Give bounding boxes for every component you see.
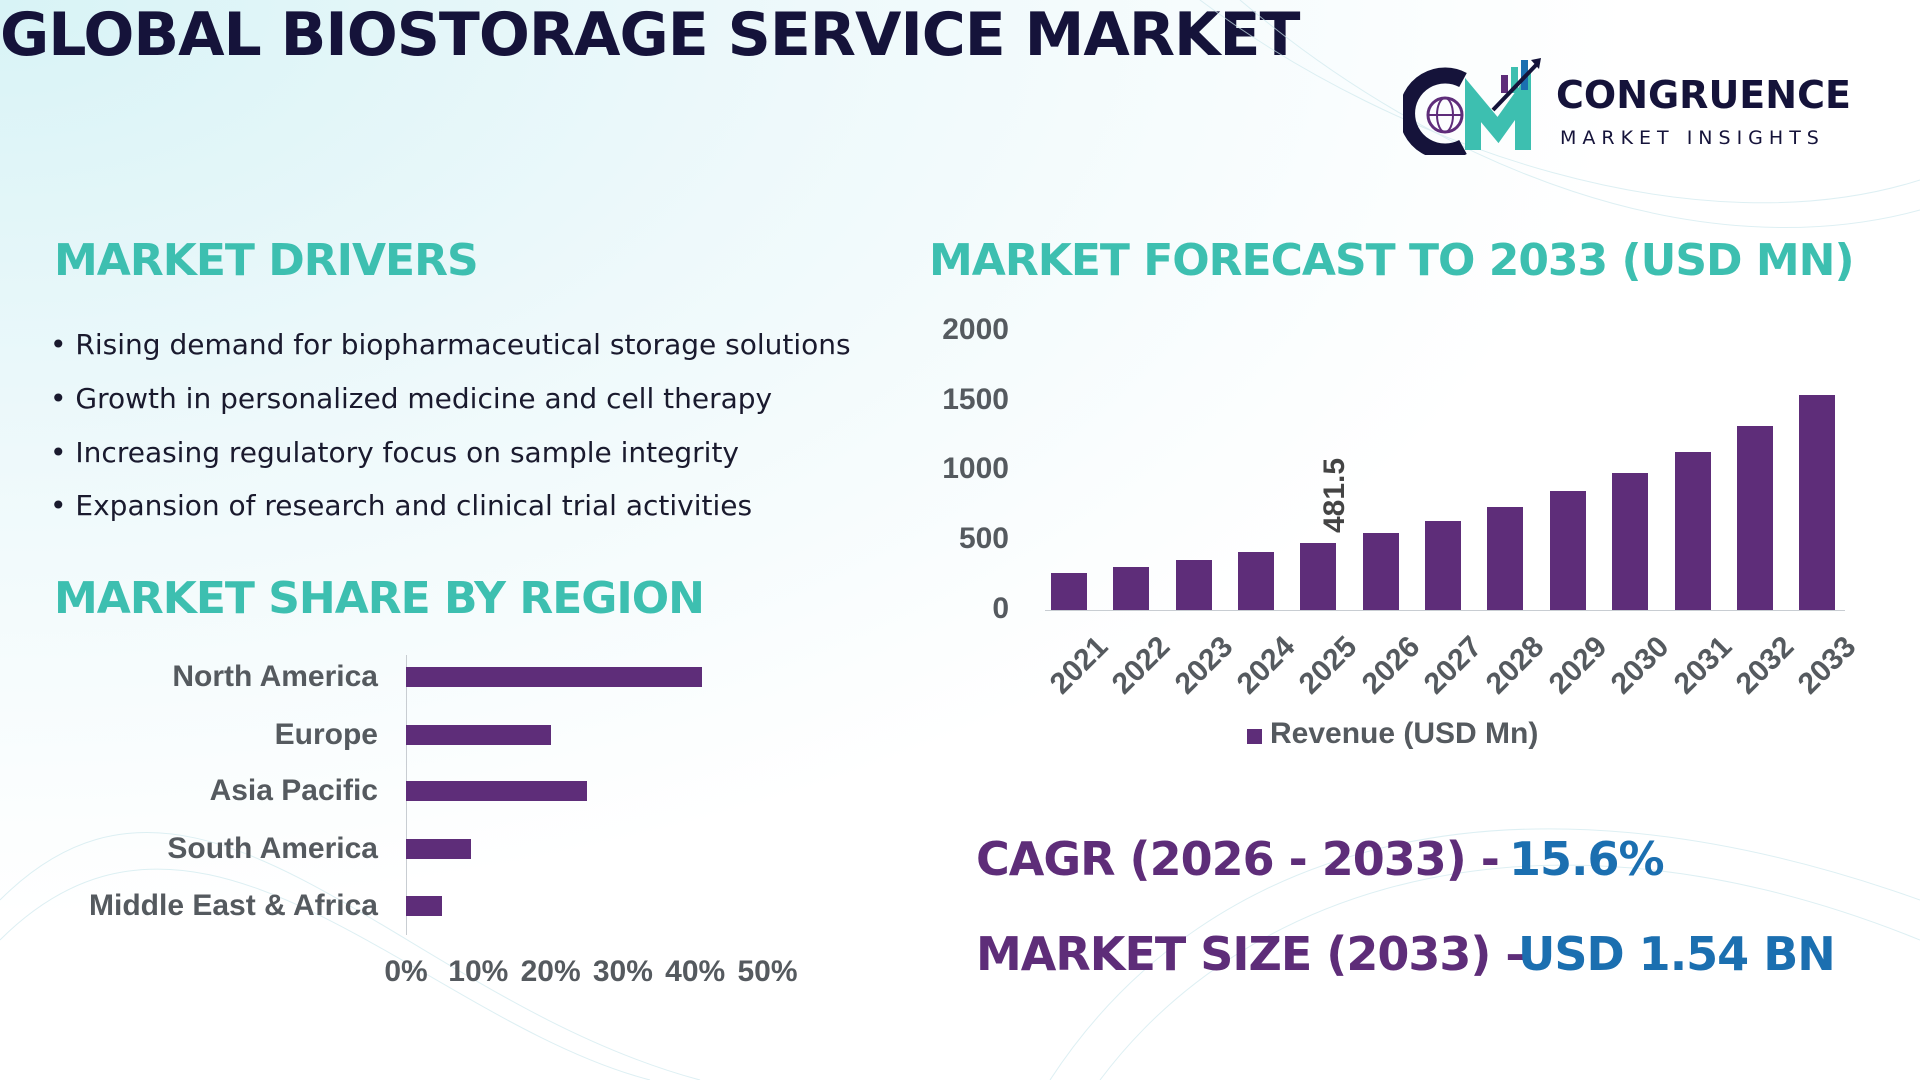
forecast-y-tick: 500 (958, 522, 1009, 556)
region-bar (406, 896, 443, 916)
driver-item: • Increasing regulatory focus on sample … (50, 436, 739, 469)
forecast-bar (1425, 520, 1462, 610)
forecast-x-tick: 2025 (1293, 630, 1364, 701)
region-bar (406, 781, 587, 801)
region-x-tick: 50% (737, 955, 798, 988)
region-x-tick: 20% (520, 955, 581, 988)
region-label: South America (167, 832, 378, 865)
logo-name: CONGRUENCE (1556, 73, 1851, 117)
forecast-data-label: 481.5 (1318, 457, 1352, 533)
market-size-value: USD 1.54 BN (1518, 927, 1836, 981)
forecast-x-tick: 2032 (1729, 630, 1801, 701)
forecast-x-tick: 2029 (1542, 630, 1614, 701)
region-label: North America (172, 660, 378, 693)
driver-item: • Expansion of research and clinical tri… (50, 489, 753, 522)
region-x-tick: 0% (384, 955, 428, 988)
forecast-bar (1175, 559, 1212, 610)
forecast-bar (1051, 573, 1087, 610)
forecast-x-tick: 2022 (1106, 630, 1177, 701)
forecast-y-tick: 1500 (942, 382, 1009, 416)
forecast-bar (1238, 552, 1275, 610)
logo-mark-icon (1403, 58, 1541, 155)
forecast-x-tick: 2030 (1604, 630, 1676, 701)
legend-swatch-icon (1247, 729, 1262, 744)
forecast-bar (1487, 507, 1524, 610)
forecast-bar (1799, 395, 1836, 610)
region-x-tick: 30% (592, 955, 653, 988)
region-x-tick: 40% (665, 955, 726, 988)
forecast-x-tick: 2028 (1480, 630, 1551, 701)
forecast-bar (1113, 567, 1150, 610)
forecast-chart-title: MARKET FORECAST TO 2033 (USD MN) (929, 235, 1855, 286)
forecast-x-tick: 2031 (1667, 630, 1738, 701)
forecast-y-tick: 1000 (942, 452, 1009, 486)
region-label: Asia Pacific (209, 774, 378, 807)
forecast-bar (1549, 491, 1586, 610)
region-label: Europe (274, 718, 378, 751)
forecast-x-tick: 2024 (1230, 630, 1302, 701)
logo: CONGRUENCE MARKET INSIGHTS (1403, 55, 1868, 155)
forecast-x-tick: 2023 (1168, 630, 1240, 701)
forecast-x-tick: 2027 (1417, 630, 1489, 701)
forecast-y-tick: 0 (992, 592, 1009, 625)
forecast-bar (1736, 426, 1773, 610)
forecast-bar (1674, 451, 1711, 610)
region-bar (406, 725, 551, 745)
market-size-label: MARKET SIZE (2033) – (976, 927, 1528, 981)
driver-item: • Growth in personalized medicine and ce… (50, 382, 773, 415)
region-label: Middle East & Africa (89, 889, 378, 922)
region-bar (406, 667, 703, 687)
forecast-y-tick: 2000 (942, 312, 1009, 346)
page-title: GLOBAL BIOSTORAGE SERVICE MARKET (0, 0, 1300, 70)
forecast-x-tick: 2021 (1043, 630, 1115, 701)
forecast-x-tick: 2026 (1355, 630, 1427, 701)
cagr-label: CAGR (2026 - 2033) - (976, 832, 1500, 886)
forecast-bar (1300, 542, 1337, 610)
forecast-x-tick: 2033 (1791, 630, 1863, 701)
legend-label: Revenue (USD Mn) (1270, 717, 1539, 750)
drivers-heading: MARKET DRIVERS (54, 235, 479, 286)
driver-item: • Rising demand for biopharmaceutical st… (50, 328, 851, 361)
cagr-value: 15.6% (1509, 832, 1665, 886)
region-bar (406, 839, 472, 859)
forecast-bar (1362, 532, 1399, 610)
forecast-axis-line (1045, 610, 1845, 611)
forecast-bar (1612, 472, 1649, 610)
logo-tagline: MARKET INSIGHTS (1560, 127, 1825, 149)
region-chart-title: MARKET SHARE BY REGION (54, 573, 705, 624)
region-x-tick: 10% (448, 955, 509, 988)
